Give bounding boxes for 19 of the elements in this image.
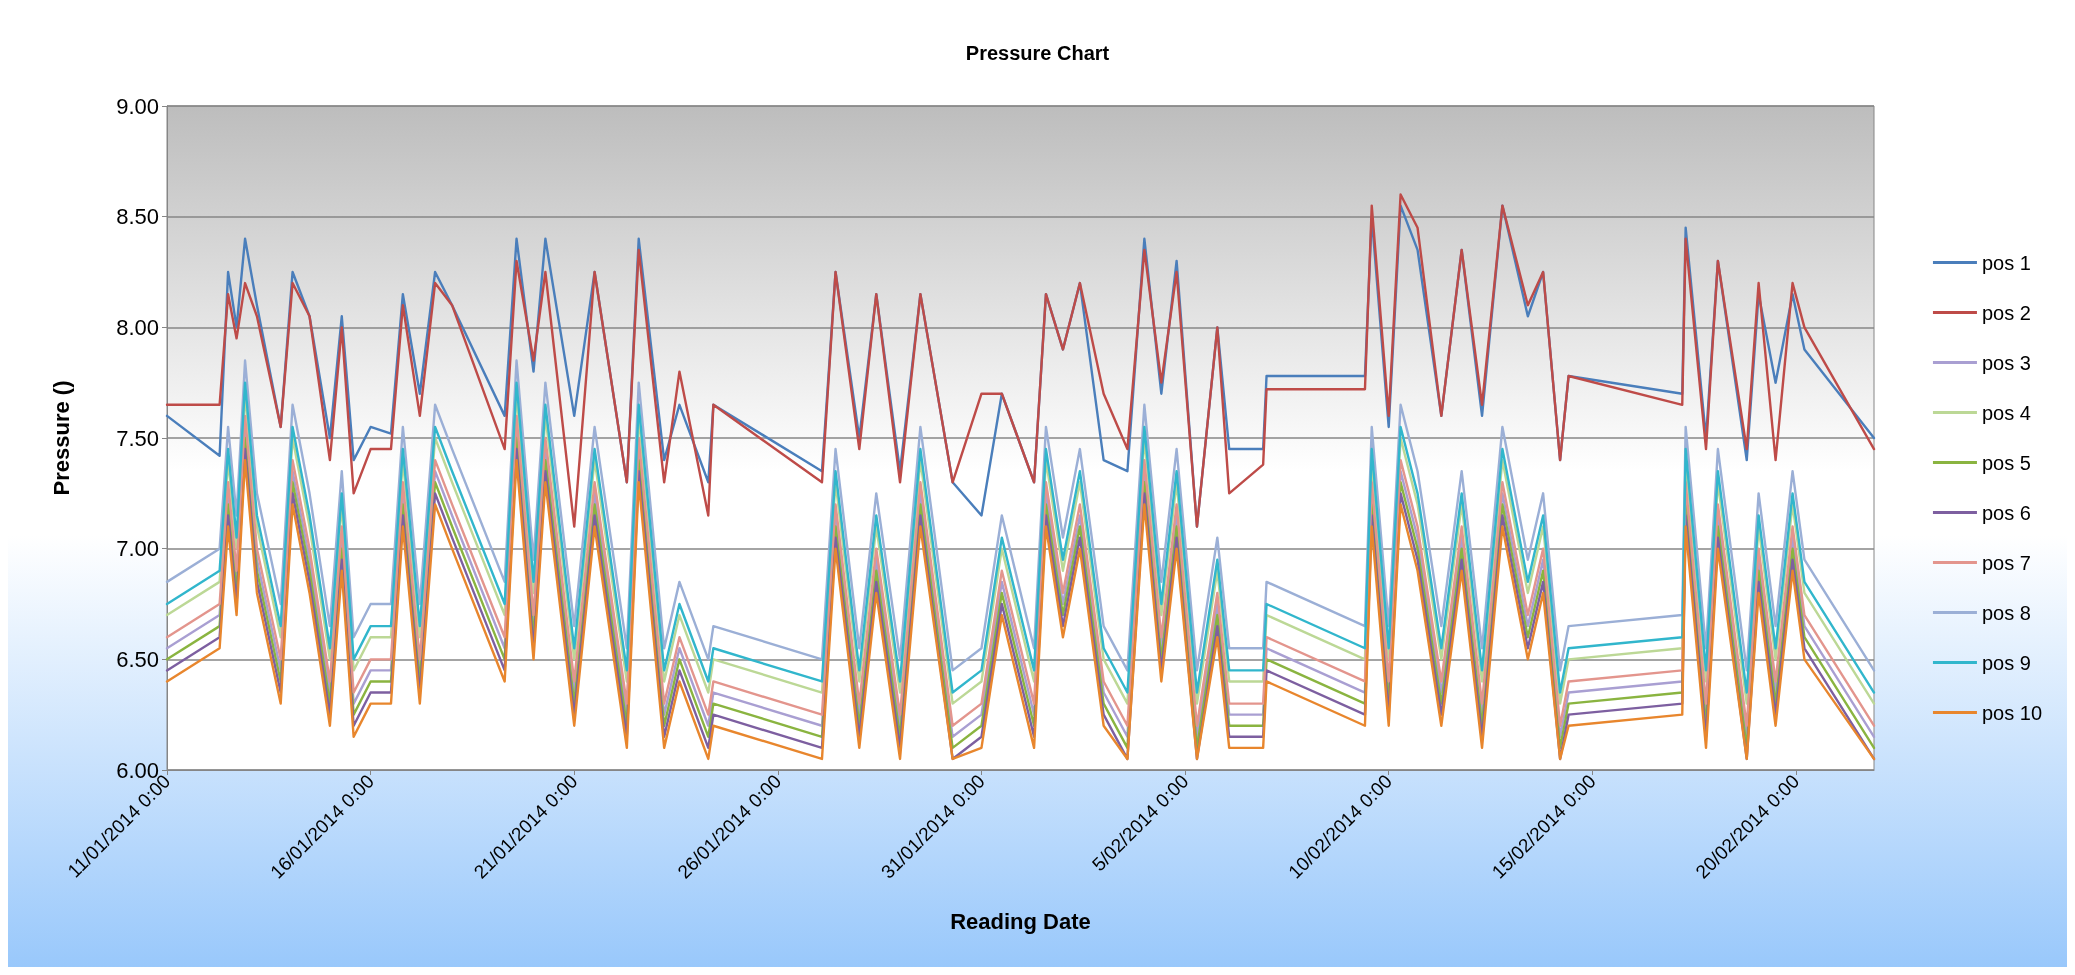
legend-label: pos 3 xyxy=(1981,351,2031,374)
y-tick-label: 8.00 xyxy=(116,314,159,340)
legend-label: pos 4 xyxy=(1981,401,2031,424)
y-tick-label: 8.50 xyxy=(116,204,159,230)
legend-label: pos 10 xyxy=(1981,701,2043,724)
y-tick-label: 6.50 xyxy=(116,646,159,672)
legend-label: pos 2 xyxy=(1981,301,2031,324)
y-tick-label: 7.50 xyxy=(116,425,159,451)
x-axis-title: Reading Date xyxy=(950,908,1091,934)
legend-label: pos 8 xyxy=(1981,601,2031,624)
legend-label: pos 1 xyxy=(1981,251,2031,274)
legend-label: pos 6 xyxy=(1981,501,2031,524)
legend-label: pos 7 xyxy=(1981,551,2031,574)
legend-label: pos 5 xyxy=(1981,451,2031,474)
chart-title: Pressure Chart xyxy=(965,42,1110,64)
y-axis-title: Pressure () xyxy=(48,380,74,496)
y-tick-label: 9.00 xyxy=(116,93,159,119)
y-tick-label: 7.00 xyxy=(116,536,159,562)
legend-label: pos 9 xyxy=(1981,651,2031,674)
